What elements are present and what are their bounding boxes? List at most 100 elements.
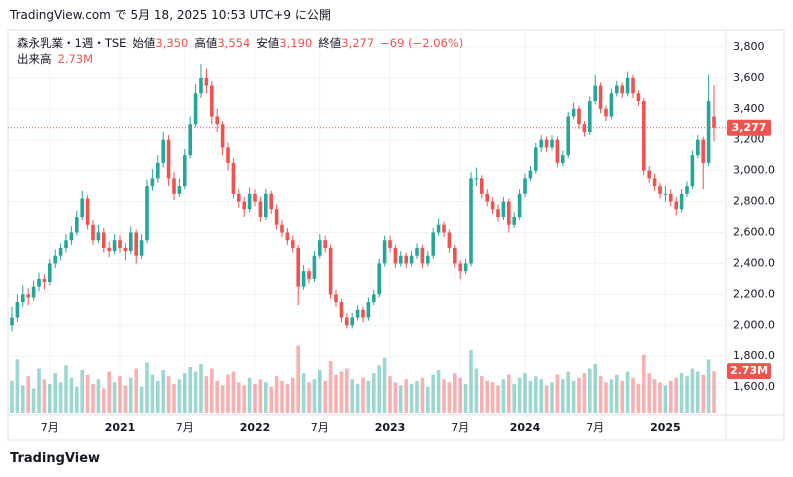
candle-body xyxy=(129,232,133,252)
candle-body xyxy=(615,85,619,94)
y-tick-label: 3,800 xyxy=(733,40,765,53)
volume-bar xyxy=(258,379,263,413)
candle-body xyxy=(550,139,554,148)
candle-body xyxy=(566,116,570,156)
y-tick-label: 2,800.0 xyxy=(733,195,775,208)
x-tick-label: 7月 xyxy=(41,421,59,434)
candle-body xyxy=(31,286,36,298)
volume-tag-text: 2.73M xyxy=(730,364,768,377)
candle-body xyxy=(393,247,398,264)
y-tick-label: 2,600.0 xyxy=(733,226,775,239)
candle-body xyxy=(204,77,209,86)
candle-body xyxy=(442,224,446,233)
volume-bar xyxy=(399,385,403,413)
candle-body xyxy=(328,247,333,295)
volume-bar xyxy=(323,380,327,413)
volume-bar xyxy=(280,380,284,413)
legend: 森永乳業・1週・TSE 始値3,350 高値3,554 安値3,190 終値3,277−… xyxy=(17,35,463,67)
candle-body xyxy=(647,170,651,179)
volume-bar xyxy=(237,382,241,413)
publish-info: TradingView.com で 5月 18, 2025 10:53 UTC+… xyxy=(10,8,331,22)
candle-body xyxy=(706,101,711,163)
candle-body xyxy=(420,247,425,264)
candle-body xyxy=(42,278,47,282)
volume-bar xyxy=(382,357,387,413)
volume-bar xyxy=(123,385,128,413)
x-tick-label: 2021 xyxy=(105,421,136,434)
candle-body xyxy=(377,263,381,295)
candle-body xyxy=(312,255,317,279)
volume-bar xyxy=(458,377,462,413)
volume-bar xyxy=(712,371,716,413)
candle-body xyxy=(679,193,684,210)
volume: 2.73M xyxy=(57,52,94,66)
candle-body xyxy=(247,193,252,210)
volume-bar xyxy=(366,380,371,413)
candle-body xyxy=(604,108,608,117)
volume-bar xyxy=(193,371,198,413)
volume-bar xyxy=(156,380,160,413)
candle-body xyxy=(361,309,365,318)
candle-body xyxy=(69,232,74,241)
y-tick-label: 2,200.0 xyxy=(733,287,775,300)
candle-body xyxy=(123,247,128,252)
candle-body xyxy=(658,186,662,194)
volume-bar xyxy=(501,379,506,413)
volume-bar xyxy=(436,370,441,413)
candle-body xyxy=(318,240,322,256)
candle-body xyxy=(139,240,144,256)
volume-bar xyxy=(112,382,117,413)
logo: TradingView xyxy=(10,451,100,466)
candle-body xyxy=(75,217,79,233)
volume-bar xyxy=(474,368,479,413)
candle-body xyxy=(91,224,95,241)
volume-bar xyxy=(636,383,641,413)
candle-body xyxy=(588,101,592,132)
volume-bar xyxy=(426,386,430,413)
volume-bar xyxy=(107,371,111,413)
volume-bar xyxy=(220,385,225,413)
volume-bar xyxy=(91,383,95,413)
open: 3,350 xyxy=(155,36,189,50)
volume-bar xyxy=(231,371,236,413)
y-tick-label: 3,400 xyxy=(733,102,765,115)
volume-bar xyxy=(21,385,25,413)
volume-bar xyxy=(296,345,300,413)
logo-text: TradingView xyxy=(10,451,101,466)
candle-body xyxy=(544,139,549,148)
x-tick-label: 7月 xyxy=(176,421,194,434)
candle-body xyxy=(53,255,57,264)
candle-body xyxy=(237,193,241,202)
candle-body xyxy=(64,240,68,248)
candle-body xyxy=(382,240,387,264)
candle-body xyxy=(625,77,630,94)
candle-body xyxy=(534,147,538,171)
volume-bar xyxy=(420,377,425,413)
candle-body xyxy=(674,201,678,210)
x-tick-label: 2025 xyxy=(650,421,681,434)
volume-bar xyxy=(10,380,14,413)
volume-bar xyxy=(453,373,457,413)
candle-body xyxy=(215,116,219,125)
candle-body xyxy=(652,178,657,187)
volume-bar xyxy=(615,374,619,413)
volume-bar xyxy=(447,382,452,413)
candle-body xyxy=(463,263,468,272)
high: 3,554 xyxy=(217,36,251,50)
candle-body xyxy=(112,240,117,252)
volume-bar xyxy=(15,359,20,413)
candle-body xyxy=(512,217,516,225)
x-tick-label: 2023 xyxy=(375,421,406,434)
candle-body xyxy=(307,271,311,279)
candle-body xyxy=(242,201,246,210)
volume-bar xyxy=(247,377,252,413)
candle-body xyxy=(188,124,192,156)
volume-bar xyxy=(663,385,668,413)
volume-bar xyxy=(517,377,522,413)
volume-bar xyxy=(701,374,705,413)
symbol: 森永乳業・1週・TSE xyxy=(17,36,127,50)
volume-bar xyxy=(706,359,711,413)
volume-bar xyxy=(507,374,511,413)
candle-body xyxy=(21,294,25,303)
volume-bar xyxy=(496,385,500,413)
